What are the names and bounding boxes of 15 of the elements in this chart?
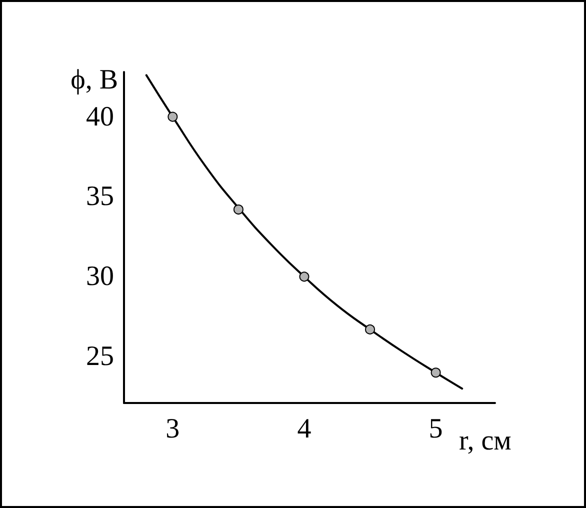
x-tick-label: 5 (428, 414, 443, 444)
x-tick-label: 4 (297, 414, 312, 444)
point (299, 272, 310, 282)
y-axis-title: ϕ, В (70, 64, 118, 96)
y-tick-label: 30 (86, 261, 114, 292)
y-tick-label: 35 (86, 181, 114, 212)
point (430, 368, 441, 378)
line-series (145, 74, 464, 390)
x-tick-label: 3 (166, 414, 180, 444)
x-axis-title: r, см (459, 426, 512, 456)
y-tick-label: 25 (86, 341, 114, 372)
point (168, 112, 178, 122)
y-tick-label: 40 (86, 101, 114, 132)
point (233, 204, 244, 215)
point (365, 324, 376, 334)
